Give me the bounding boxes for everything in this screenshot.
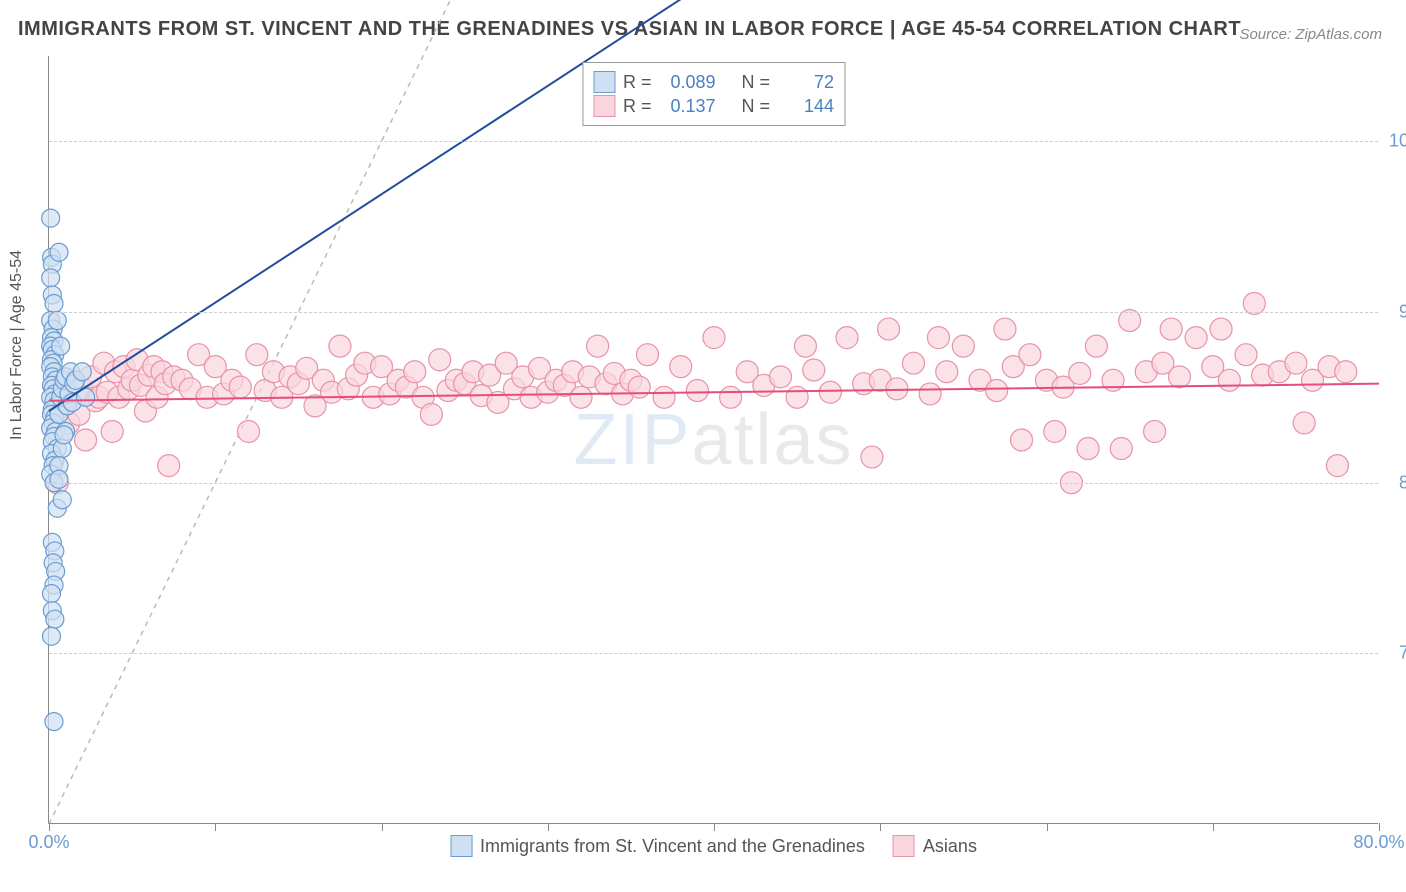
source-attribution: Source: ZipAtlas.com — [1239, 26, 1382, 43]
legend-label: Asians — [923, 836, 977, 857]
x-tick — [215, 823, 216, 831]
x-tick — [49, 823, 50, 831]
x-tick — [714, 823, 715, 831]
series-legend: Immigrants from St. Vincent and the Gren… — [450, 835, 977, 857]
y-tick-label: 80.0% — [1399, 472, 1406, 493]
y-tick-label: 90.0% — [1399, 302, 1406, 323]
legend-row: R =0.089 N =72 — [593, 71, 834, 93]
legend-swatch — [893, 835, 915, 857]
x-tick — [548, 823, 549, 831]
legend-row: R =0.137 N =144 — [593, 95, 834, 117]
x-tick — [1213, 823, 1214, 831]
x-tick — [1379, 823, 1380, 831]
legend-label: Immigrants from St. Vincent and the Gren… — [480, 836, 865, 857]
plot-area: ZIPatlas R =0.089 N =72R =0.137 N =144 I… — [48, 56, 1378, 824]
gridline — [49, 653, 1378, 654]
chart-title: IMMIGRANTS FROM ST. VINCENT AND THE GREN… — [18, 18, 1241, 41]
x-tick — [880, 823, 881, 831]
correlation-legend: R =0.089 N =72R =0.137 N =144 — [582, 62, 845, 126]
gridline — [49, 141, 1378, 142]
gridline — [49, 312, 1378, 313]
legend-swatch — [593, 95, 615, 117]
x-tick — [382, 823, 383, 831]
legend-item: Immigrants from St. Vincent and the Gren… — [450, 835, 865, 857]
x-tick-label: 80.0% — [1353, 832, 1404, 853]
legend-swatch — [593, 71, 615, 93]
x-tick-label: 0.0% — [28, 832, 69, 853]
legend-item: Asians — [893, 835, 977, 857]
x-tick — [1047, 823, 1048, 831]
legend-swatch — [450, 835, 472, 857]
scatter-svg — [49, 56, 1378, 823]
gridline — [49, 483, 1378, 484]
y-tick-label: 70.0% — [1399, 643, 1406, 664]
y-tick-label: 100.0% — [1389, 131, 1406, 152]
y-axis-label: In Labor Force | Age 45-54 — [8, 250, 26, 440]
